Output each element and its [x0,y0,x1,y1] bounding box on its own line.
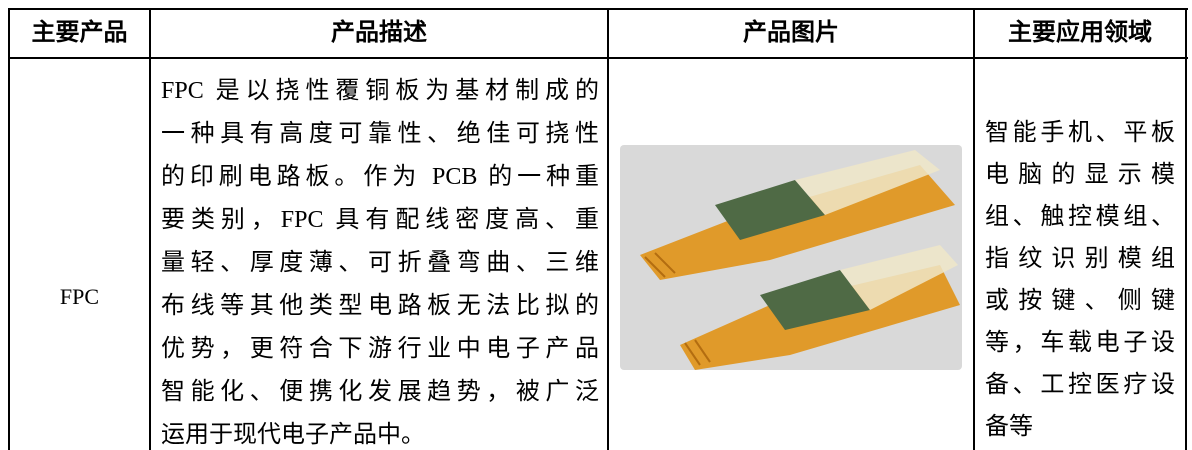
border [8,8,10,450]
text-line: 智能手机、平板 [985,120,1175,146]
text-line: 或按键、侧键 [985,288,1175,314]
border [1185,8,1187,450]
border [149,8,151,450]
text-line: 量轻、厚度薄、可折叠弯曲、三维 [161,250,599,276]
text-line: 一种具有高度可靠性、绝佳可挠性 [161,121,599,147]
header-cell: 主要产品 [31,20,128,46]
text-line: FPC 是以挠性覆铜板为基材制成的 [161,78,599,104]
text-line: 电脑的显示模 [985,162,1175,188]
text-line: 要类别，FPC 具有配线密度高、重 [161,207,599,233]
text-line: 等，车载电子设 [985,330,1175,356]
text-line: 组、触控模组、 [985,204,1175,230]
text-line: 指纹识别模组 [985,246,1175,272]
border [607,8,609,450]
header-cell: 产品图片 [743,20,839,46]
border [8,8,1188,10]
product-name: FPC [59,284,100,309]
text-line: 布线等其他类型电路板无法比拟的 [161,293,599,319]
text-line: 备、工控医疗设 [985,372,1175,398]
text-line: 运用于现代电子产品中。 [161,422,425,448]
text-line: 备等 [985,414,1033,440]
text-line: 智能化、便携化发展趋势，被广泛 [161,379,599,405]
text-line: 的印刷电路板。作为 PCB 的一种重 [161,164,599,190]
border [8,57,1188,59]
border [973,8,975,450]
header-cell: 主要应用领域 [1008,20,1152,46]
product-image [620,145,962,370]
text-line: 优势，更符合下游行业中电子产品 [161,336,599,362]
header-cell: 产品描述 [331,20,427,46]
